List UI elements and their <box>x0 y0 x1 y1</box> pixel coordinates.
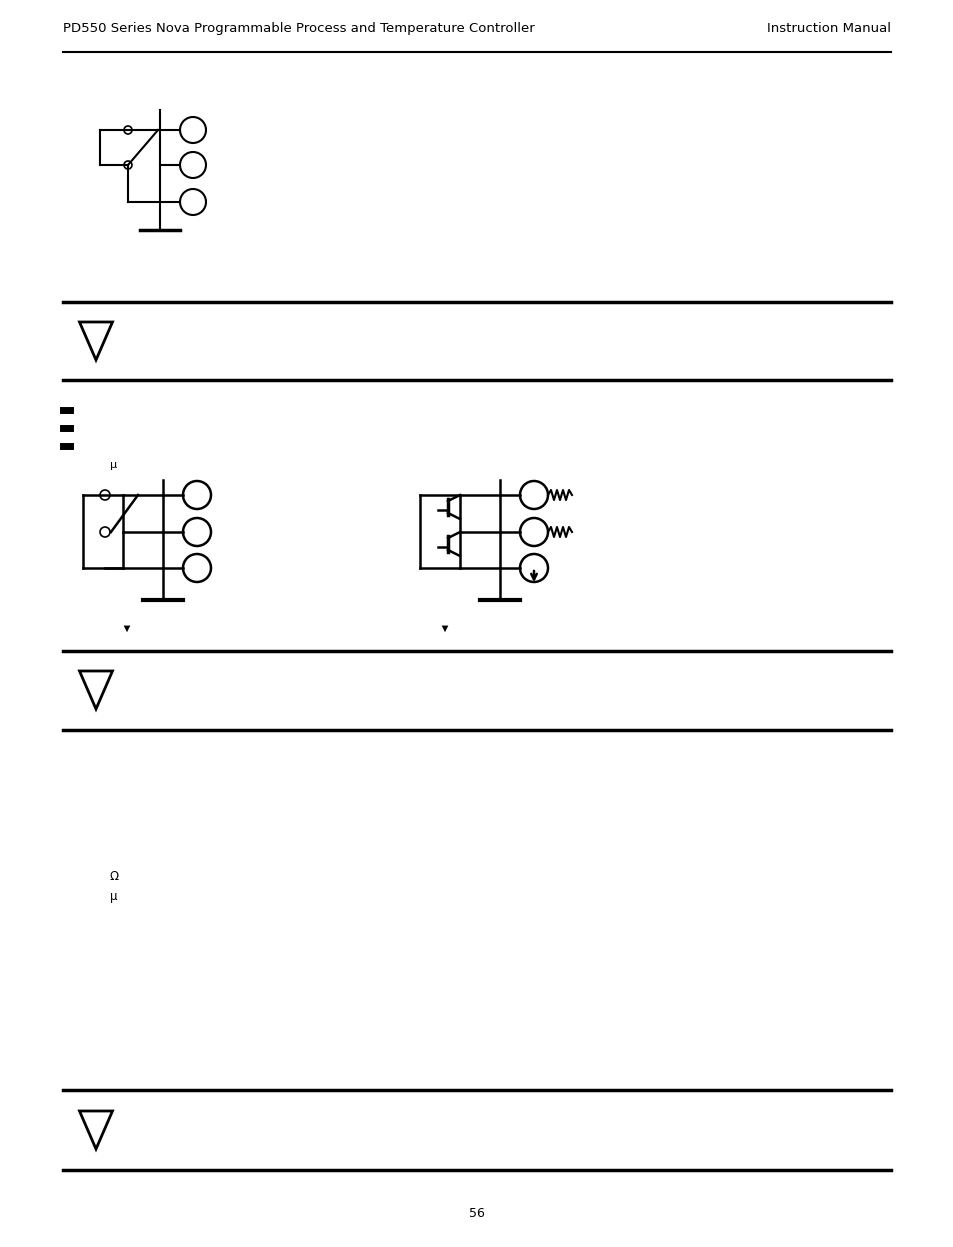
Text: PD550 Series Nova Programmable Process and Temperature Controller: PD550 Series Nova Programmable Process a… <box>63 22 535 35</box>
Text: 56: 56 <box>469 1207 484 1220</box>
Text: μ: μ <box>110 460 117 470</box>
Text: Ω: Ω <box>110 870 119 883</box>
Text: Instruction Manual: Instruction Manual <box>766 22 890 35</box>
Text: μ: μ <box>110 890 117 903</box>
